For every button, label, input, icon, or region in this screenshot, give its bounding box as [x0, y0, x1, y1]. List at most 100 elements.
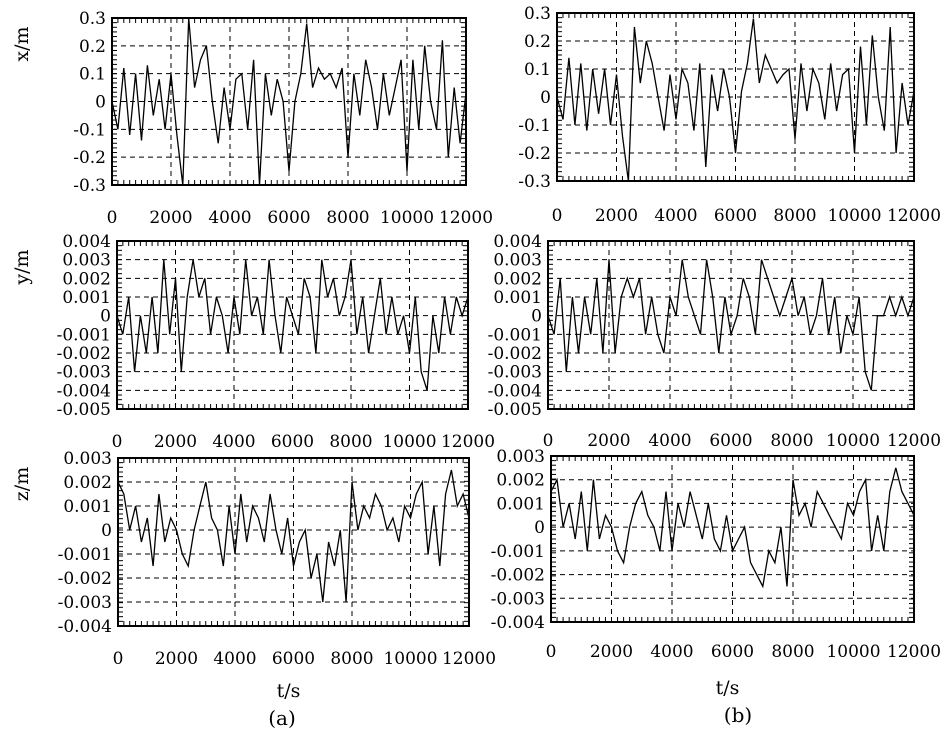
chart-panel-4: 0.0040.0030.0020.0010-0.001-0.002-0.003-… [488, 232, 941, 451]
series-line-1 [117, 469, 470, 603]
x-tick-label: 10000 [383, 649, 437, 669]
y-tick-label: -0.001 [57, 325, 111, 345]
x-tick-label: 4000 [654, 206, 697, 226]
x-tick-label: 2000 [154, 432, 197, 452]
x-tick-label: 12000 [439, 208, 493, 228]
y-tick-label: 0.3 [79, 9, 106, 29]
x-tick-label: 0 [546, 642, 557, 662]
x-axis-title: t/s [716, 677, 740, 699]
x-tick-label: 10000 [826, 642, 880, 662]
y-tick-label: -0.001 [488, 325, 542, 345]
y-tick-label: 0.004 [62, 232, 111, 252]
y-tick-label: 0.003 [496, 447, 545, 467]
x-tick-label: 8000 [773, 206, 816, 226]
x-tick-label: 0 [543, 431, 554, 451]
y-tick-label: 0.002 [496, 471, 545, 491]
x-tick-label: 8000 [771, 642, 814, 662]
y-tick-label: -0.005 [488, 400, 542, 420]
series-line-1 [111, 17, 467, 186]
y-tick-label: -0.004 [488, 381, 542, 401]
chart-panel-6: 0.003 0.002 0.001 0 -0.001 -0.002 -0.003 -0.004… [491, 447, 941, 699]
x-tick-label: 0 [113, 649, 124, 669]
y-tick-label: 0.001 [63, 497, 112, 517]
y-tick-label: 0.002 [62, 269, 111, 289]
y-tick-label: -0.002 [57, 344, 111, 364]
x-tick-label: 4000 [213, 649, 256, 669]
y-tick-label: -0.004 [57, 381, 111, 401]
x-tick-label: 2000 [587, 431, 630, 451]
y-tick-label: -0.002 [491, 566, 545, 586]
x-tick-label: 8000 [329, 432, 372, 452]
plot-frame [116, 240, 469, 410]
x-axis-title: t/s [277, 680, 301, 702]
y-tick-label: -0.2 [73, 148, 106, 168]
y-tick-label: 0 [101, 521, 112, 541]
x-tick-label: 6000 [271, 432, 314, 452]
y-tick-label: 0.002 [63, 473, 112, 493]
series-line-1 [556, 18, 915, 182]
series-line-1 [550, 467, 915, 589]
x-tick-label: 6000 [272, 649, 315, 669]
x-tick-label: 4000 [208, 208, 251, 228]
y-axis-title: y/m [11, 249, 33, 285]
plot-frame [117, 457, 470, 627]
y-tick-label: 0.001 [62, 288, 111, 308]
series-line-1 [547, 259, 915, 391]
x-tick-label: 12000 [887, 431, 941, 451]
y-tick-label: -0.1 [518, 116, 551, 136]
x-tick-label: 0 [107, 208, 118, 228]
x-tick-label: 4000 [650, 642, 693, 662]
y-tick-label: 0 [531, 307, 542, 327]
y-tick-label: -0.003 [57, 363, 111, 383]
y-tick-label: -0.001 [58, 545, 112, 565]
x-tick-label: 8000 [330, 649, 373, 669]
x-tick-label: 4000 [648, 431, 691, 451]
y-tick-label: 0.003 [493, 251, 542, 271]
y-tick-label: 0.001 [493, 288, 542, 308]
plot-frame [547, 240, 915, 410]
chart-panel-3: 0.0040.0030.0020.0010-0.001-0.002-0.003-… [11, 232, 495, 452]
y-tick-label: -0.004 [491, 613, 545, 633]
x-tick-label: 6000 [267, 208, 310, 228]
y-tick-label: 0.004 [493, 232, 542, 252]
y-tick-label: 0.3 [524, 4, 551, 24]
x-tick-label: 2000 [149, 208, 192, 228]
x-tick-label: 12000 [887, 206, 941, 226]
y-tick-label: -0.005 [57, 400, 111, 420]
y-tick-label: 0.2 [79, 37, 106, 57]
x-tick-label: 10000 [826, 431, 880, 451]
y-tick-label: 0 [95, 93, 106, 113]
y-tick-label: 0.1 [524, 60, 551, 80]
series-line-1 [116, 259, 469, 391]
y-tick-label: -0.003 [58, 593, 112, 613]
chart-panel-1: 0.30.20.10-0.1-0.2-0.30 2000 4000 6000 8000 1… [11, 9, 493, 228]
y-tick-label: 0 [534, 518, 545, 538]
y-tick-label: 0.003 [62, 251, 111, 271]
x-tick-label: 6000 [714, 206, 757, 226]
y-tick-label: 0.1 [79, 65, 106, 85]
caption-a: (a) [268, 706, 296, 730]
y-tick-label: 0.001 [496, 494, 545, 514]
y-tick-label: 0 [540, 88, 551, 108]
y-tick-label: -0.004 [58, 617, 112, 637]
x-tick-label: 4000 [212, 432, 255, 452]
x-tick-label: 8000 [770, 431, 813, 451]
y-tick-label: -0.003 [491, 589, 545, 609]
y-tick-label: -0.002 [58, 569, 112, 589]
y-tick-label: 0 [100, 307, 111, 327]
x-tick-label: 8000 [326, 208, 369, 228]
x-tick-label: 0 [112, 432, 123, 452]
y-tick-label: 0.003 [63, 449, 112, 469]
x-tick-label: 6000 [709, 431, 752, 451]
y-tick-label: 0.2 [524, 32, 551, 52]
y-tick-label: -0.2 [518, 144, 551, 164]
y-tick-label: -0.3 [73, 176, 106, 196]
x-tick-label: 0 [552, 206, 563, 226]
x-tick-label: 6000 [711, 642, 754, 662]
y-tick-label: 0.002 [493, 269, 542, 289]
x-tick-label: 10000 [382, 432, 436, 452]
y-axis-title: x/m [11, 26, 33, 61]
chart-panels: 0.30.20.10-0.1-0.2-0.30 2000 4000 6000 8000 1… [11, 4, 941, 702]
x-tick-label: 2000 [155, 649, 198, 669]
y-tick-label: -0.003 [488, 363, 542, 383]
